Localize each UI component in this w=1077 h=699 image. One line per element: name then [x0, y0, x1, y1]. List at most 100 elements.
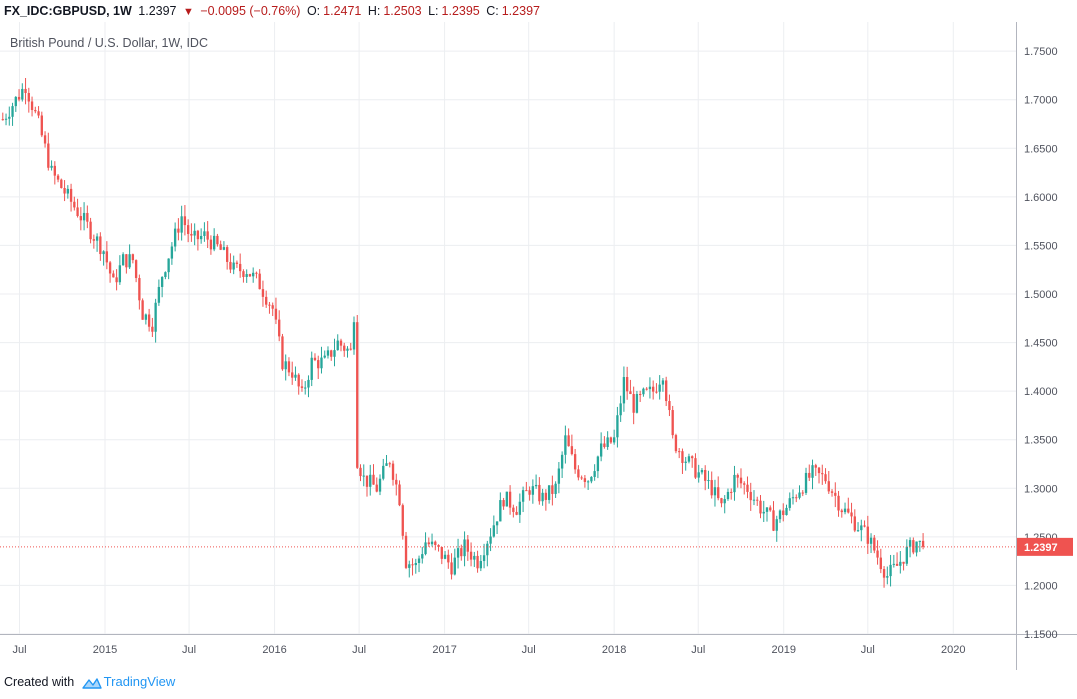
- price-change: −0.0095 (−0.76%): [200, 4, 301, 18]
- candle-body: [440, 546, 443, 559]
- candle-body: [437, 545, 440, 547]
- candle-body: [274, 308, 278, 320]
- candle-body: [886, 576, 889, 578]
- candle-body: [921, 540, 925, 547]
- candle-body: [538, 484, 541, 502]
- candle-body: [86, 212, 89, 222]
- candle-body: [372, 474, 375, 485]
- candle-body: [847, 508, 850, 513]
- attribution[interactable]: Created with TradingView: [4, 672, 175, 692]
- candle-body: [625, 377, 629, 392]
- candle-body: [421, 554, 424, 559]
- candle-body: [287, 361, 291, 373]
- candle-body: [177, 228, 180, 233]
- time-axis[interactable]: Jul 2015 Jul 2016 Jul 2017 Jul 2018 Jul 2019 Jul 20…: [12, 644, 965, 656]
- candle-body: [580, 477, 583, 479]
- candle-body: [99, 236, 102, 255]
- candle-body: [762, 511, 765, 514]
- candle-body: [8, 116, 11, 119]
- candle-body: [808, 472, 811, 478]
- candle-body: [76, 207, 79, 217]
- candle-body: [167, 258, 170, 273]
- candle-body: [612, 437, 616, 443]
- candle-body: [869, 537, 873, 544]
- candle-body: [632, 394, 635, 413]
- candle-body: [131, 254, 135, 261]
- candle-body: [281, 336, 284, 370]
- candle-body: [378, 478, 382, 492]
- candle-body: [528, 490, 531, 495]
- candle-body: [876, 550, 879, 558]
- candle-body: [212, 235, 216, 250]
- candle-body: [759, 500, 762, 514]
- candle-body: [642, 388, 645, 395]
- candle-body: [388, 463, 391, 465]
- candle-body: [603, 443, 606, 447]
- x-tick-label: Jul: [522, 644, 536, 656]
- candle-body: [661, 380, 665, 385]
- candle-body: [50, 165, 53, 168]
- symbol-label[interactable]: FX_IDC:GBPUSD, 1W: [4, 4, 132, 18]
- candle-body: [752, 499, 756, 501]
- candle-body: [570, 446, 574, 455]
- candle-body: [801, 492, 804, 494]
- candle-body: [427, 542, 430, 545]
- candle-body: [456, 548, 460, 558]
- candlestick-series: [1, 77, 925, 588]
- candle-body: [902, 561, 905, 564]
- candle-body: [401, 505, 404, 536]
- candle-body: [697, 472, 700, 478]
- candle-body: [710, 480, 713, 496]
- candle-body: [476, 555, 479, 569]
- candle-body: [408, 564, 411, 568]
- candle-body: [882, 569, 886, 578]
- candle-body: [577, 469, 580, 478]
- candle-body: [291, 372, 294, 378]
- candle-body: [466, 539, 469, 552]
- candle-body: [69, 188, 73, 202]
- candle-body: [95, 236, 99, 241]
- candle-body: [756, 499, 759, 501]
- candle-body: [1, 119, 4, 121]
- candle-body: [369, 474, 372, 487]
- candle-body: [203, 231, 206, 236]
- candle-body: [489, 536, 492, 544]
- candle-body: [226, 247, 229, 262]
- candle-body: [294, 374, 297, 378]
- candle-body: [521, 490, 525, 502]
- candle-body: [395, 479, 398, 485]
- candle-body: [915, 541, 918, 553]
- candle-body: [853, 516, 856, 531]
- candle-body: [860, 525, 863, 531]
- candle-body: [564, 435, 567, 455]
- candle-body: [606, 437, 609, 447]
- candle-body: [271, 305, 274, 309]
- close-label: C:: [486, 4, 499, 18]
- candle-body: [840, 510, 843, 513]
- y-tick-label: 1.4000: [1024, 386, 1058, 398]
- candle-body: [398, 484, 401, 506]
- candle-body: [593, 471, 596, 477]
- chart-header: FX_IDC:GBPUSD, 1W 1.2397 ▼ −0.0095 (−0.7…: [0, 0, 1077, 22]
- created-with-text: Created with: [4, 675, 75, 689]
- candle-body: [82, 212, 86, 221]
- candle-body: [313, 357, 317, 361]
- candle-body: [349, 348, 352, 350]
- candle-body: [700, 470, 704, 473]
- price-chart[interactable]: British Pound / U.S. Dollar, 1W, IDC 1.1…: [0, 22, 1077, 670]
- candle-body: [814, 465, 817, 468]
- price-axis[interactable]: 1.15001.20001.25001.30001.35001.40001.45…: [1024, 46, 1058, 641]
- candle-body: [798, 492, 801, 498]
- candle-body: [193, 230, 196, 236]
- candle-body: [30, 101, 34, 111]
- y-tick-label: 1.6000: [1024, 192, 1058, 204]
- candle-body: [300, 386, 304, 388]
- candle-body: [209, 239, 213, 250]
- candle-body: [596, 456, 600, 472]
- x-tick-label: 2016: [262, 644, 286, 656]
- x-tick-label: Jul: [861, 644, 875, 656]
- candle-body: [730, 491, 733, 493]
- candle-body: [908, 540, 912, 547]
- candle-body: [27, 93, 30, 102]
- candle-body: [60, 179, 63, 189]
